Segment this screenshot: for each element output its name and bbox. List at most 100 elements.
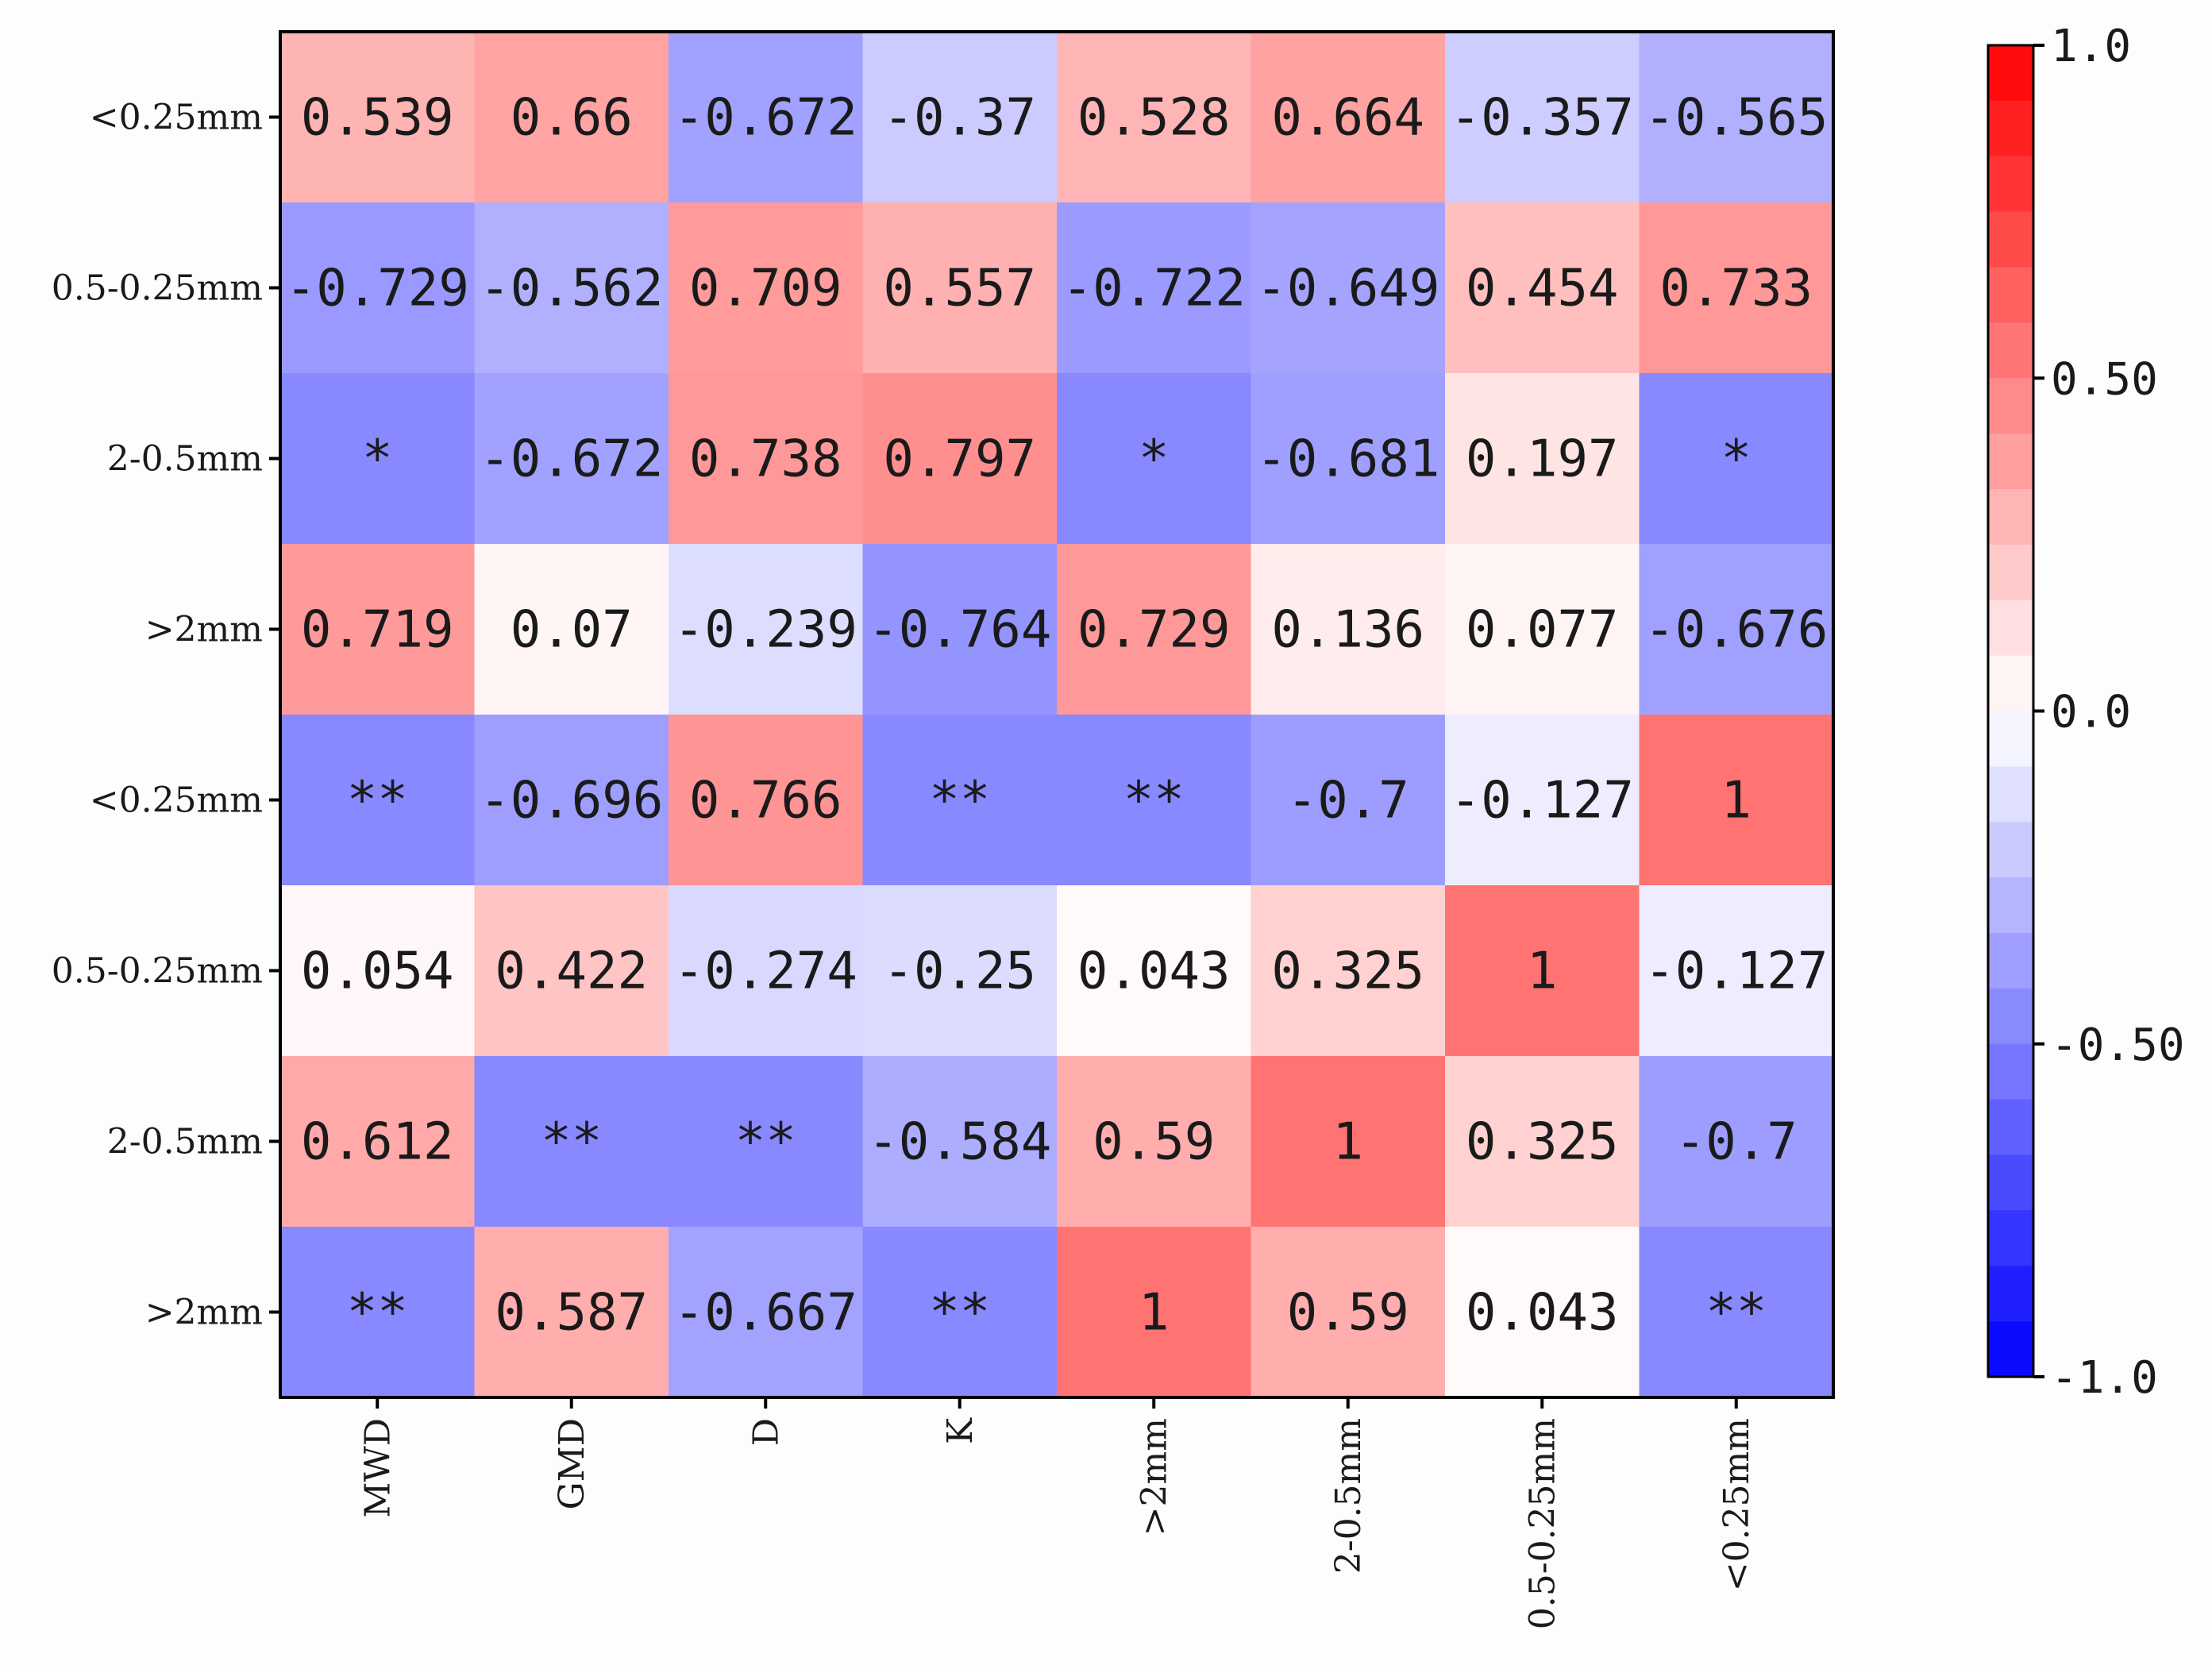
heatmap-cell: [1639, 32, 1834, 203]
cell-value-label: 0.66: [511, 89, 633, 148]
cell-value-label: -0.764: [868, 601, 1051, 660]
cell-value-label: 0.738: [689, 430, 842, 489]
colorbar-segment: [1988, 1154, 2033, 1211]
cell-value-label: -0.37: [883, 89, 1036, 148]
cell-value-label: 0.454: [1466, 260, 1619, 318]
cell-value-label: 1: [1721, 772, 1751, 831]
colorbar-tick-label: 0.50: [2051, 353, 2158, 405]
cell-value-label: 0.136: [1271, 601, 1424, 660]
cell-value-label: 0.325: [1466, 1113, 1619, 1172]
colorbar-segment: [1988, 45, 2033, 102]
cell-value-label: -0.7: [1287, 772, 1409, 831]
cell-value-label: 0.766: [689, 772, 842, 831]
cell-value-label: **: [735, 1113, 796, 1172]
colorbar-segment: [1988, 322, 2033, 379]
heatmap-cell: [862, 544, 1058, 715]
colorbar-tick-label: 1.0: [2051, 21, 2131, 72]
heatmap-cell: [669, 32, 863, 203]
cell-value-label: **: [1705, 1284, 1767, 1343]
x-tick-label: K: [940, 1417, 981, 1444]
x-tick-label: <0.25mm: [1717, 1418, 1757, 1591]
colorbar-segment: [1988, 434, 2033, 490]
heatmap-cell: [1057, 373, 1251, 545]
colorbar-segment: [1988, 1266, 2033, 1322]
heatmap-cell: [280, 32, 475, 203]
heatmap-cell: [862, 373, 1058, 545]
heatmap-cell: [280, 373, 475, 545]
heatmap-cell: [280, 1056, 475, 1228]
colorbar-segment: [1988, 655, 2033, 711]
heatmap-cell: [474, 715, 669, 886]
cell-value-label: **: [929, 1284, 990, 1343]
cell-value-label: **: [541, 1113, 602, 1172]
heatmap-cell: [1445, 544, 1640, 715]
heatmap-cell: [474, 1227, 669, 1398]
heatmap-cell: [862, 202, 1058, 374]
heatmap-cell: [1057, 715, 1251, 886]
heatmap-cell: [1251, 1056, 1446, 1228]
colorbar-segment: [1988, 822, 2033, 878]
heatmap-cell: [474, 373, 669, 545]
cell-value-label: 0.797: [883, 430, 1036, 489]
heatmap-cell: [669, 202, 863, 374]
cell-value-label: *: [1139, 430, 1170, 489]
heatmap-cell: [862, 885, 1058, 1057]
heatmap-cell: [474, 544, 669, 715]
cell-value-label: 0.07: [511, 601, 633, 660]
cell-value-label: -0.7: [1675, 1113, 1798, 1172]
cell-value-label: 0.719: [301, 601, 454, 660]
cell-value-label: 0.729: [1077, 601, 1231, 660]
heatmap-cell: [1445, 885, 1640, 1057]
colorbar-segment: [1988, 100, 2033, 157]
cell-value-label: -0.565: [1644, 89, 1828, 148]
cell-value-label: 0.422: [495, 942, 648, 1001]
y-tick-label: <0.25mm: [90, 780, 263, 821]
cell-value-label: **: [929, 772, 990, 831]
plot-frame: [279, 30, 1835, 1399]
heatmap-cell: [1445, 373, 1640, 545]
heatmap-cell: [1057, 885, 1251, 1057]
colorbar-segment: [1988, 544, 2033, 601]
colorbar-tick-label: -0.50: [2051, 1019, 2185, 1071]
heatmap-cell: [280, 1227, 475, 1398]
colorbar-segment: [1988, 877, 2033, 934]
heatmap-cell: [1251, 32, 1446, 203]
heatmap-cell: [280, 885, 475, 1057]
colorbar-segment: [1988, 211, 2033, 268]
cell-value-label: *: [362, 430, 393, 489]
heatmap-cell: [280, 715, 475, 886]
colorbar: 1.0 0.50 0.0 -0.50 -1.0: [1987, 21, 2185, 1404]
cell-value-label: -0.676: [1644, 601, 1828, 660]
heatmap-cell: [1639, 1227, 1834, 1398]
cell-value-label: -0.562: [480, 260, 663, 318]
heatmap-cell: [1057, 544, 1251, 715]
heatmap-cell: [669, 1227, 863, 1398]
cell-value-label: 0.539: [301, 89, 454, 148]
colorbar-segment: [1988, 267, 2033, 323]
colorbar-segment: [1988, 933, 2033, 989]
cell-value-label: 0.59: [1093, 1113, 1215, 1172]
heatmap-cell: [1445, 202, 1640, 374]
heatmap-cell: [862, 715, 1058, 886]
heatmap-cell: [1057, 1056, 1251, 1228]
colorbar-segment: [1988, 378, 2033, 434]
heatmap-cell: [669, 544, 863, 715]
heatmap-cell: [1251, 1227, 1446, 1398]
cell-value-label: 0.557: [883, 260, 1036, 318]
colorbar-segment: [1988, 1099, 2033, 1155]
heatmap-cell: [1251, 373, 1446, 545]
cell-value-label: -0.722: [1062, 260, 1246, 318]
colorbar-segment: [1988, 1043, 2033, 1100]
heatmap-cell: [862, 1056, 1058, 1228]
colorbar-tick-label: -1.0: [2051, 1352, 2158, 1404]
heatmap-cell: [1251, 202, 1446, 374]
cell-value-label: **: [347, 772, 408, 831]
cell-value-label: 0.325: [1271, 942, 1424, 1001]
y-tick-label: 2-0.5mm: [107, 439, 263, 480]
heatmap-cell: [669, 885, 863, 1057]
colorbar-segment: [1988, 711, 2033, 767]
y-axis: <0.25mm 0.5-0.25mm 2-0.5mm >2mm <0.25mm 0.5-0…: [52, 98, 280, 1333]
cell-value-label: *: [1721, 430, 1751, 489]
heatmap-cell: [669, 715, 863, 886]
